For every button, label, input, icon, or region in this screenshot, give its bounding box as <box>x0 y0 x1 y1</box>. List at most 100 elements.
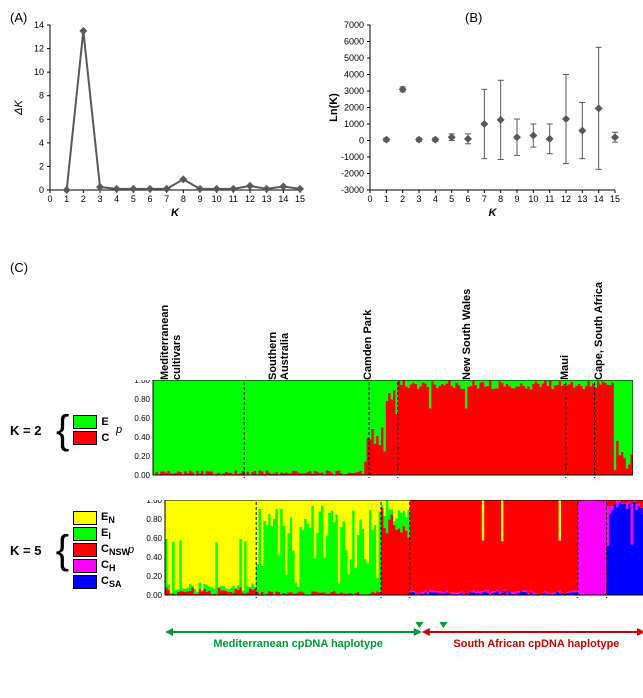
bracket-icon: { <box>56 530 69 570</box>
color-swatch <box>73 543 97 557</box>
p-axis-label: p <box>128 544 134 556</box>
svg-text:11: 11 <box>229 194 238 204</box>
svg-text:15: 15 <box>610 194 620 204</box>
region-labels: Mediterraneancultivars SouthernAustralia C… <box>140 280 633 380</box>
svg-text:0: 0 <box>39 185 44 195</box>
panel-a-label: (A) <box>10 10 27 25</box>
svg-text:-1000: -1000 <box>341 152 364 162</box>
svg-text:K: K <box>171 207 180 219</box>
svg-text:9: 9 <box>514 194 519 204</box>
panel-a-chart: 012345678910111213141502468101214KΔK <box>10 10 310 220</box>
color-swatch <box>73 415 97 429</box>
legend-item: CNSW <box>73 543 130 557</box>
svg-text:3: 3 <box>416 194 421 204</box>
svg-text:8: 8 <box>181 194 186 204</box>
legend-label: C <box>101 432 109 444</box>
k2-legend: EC <box>73 415 109 445</box>
svg-text:13: 13 <box>262 194 272 204</box>
svg-text:6: 6 <box>465 194 470 204</box>
svg-text:5: 5 <box>449 194 454 204</box>
panel-b-chart: 0123456789101112131415-3000-2000-1000010… <box>325 10 625 220</box>
svg-text:7: 7 <box>482 194 487 204</box>
svg-text:0: 0 <box>359 136 364 146</box>
k2-row: K = 2 { EC p 0.000.200.400.600.801.00 <box>10 380 633 480</box>
k2-label: K = 2 <box>10 423 60 438</box>
legend-label: E <box>101 416 108 428</box>
svg-text:6000: 6000 <box>344 37 364 47</box>
svg-text:13: 13 <box>577 194 587 204</box>
svg-text:0.60: 0.60 <box>134 414 150 423</box>
legend-label: CNSW <box>101 543 130 557</box>
region-label: Maui <box>559 355 571 380</box>
svg-text:-3000: -3000 <box>341 185 364 195</box>
k5-row: K = 5 { ENEICNSWCHCSA p 0.000.200.400.60… <box>10 500 633 600</box>
svg-text:1.00: 1.00 <box>146 500 162 505</box>
svg-text:Ln(K): Ln(K) <box>328 93 340 122</box>
color-swatch <box>73 511 97 525</box>
svg-text:4: 4 <box>114 194 119 204</box>
panel-c: (C) MediterraneancultivarsSouthernAustra… <box>10 260 633 660</box>
svg-text:2: 2 <box>39 161 44 171</box>
color-swatch <box>73 559 97 573</box>
svg-text:12: 12 <box>245 194 255 204</box>
legend-item: CSA <box>73 575 130 589</box>
region-label: Mediterraneancultivars <box>159 305 183 380</box>
region-label: Cape, South Africa <box>593 282 605 380</box>
legend-item: EN <box>73 511 130 525</box>
svg-text:6: 6 <box>147 194 152 204</box>
svg-text:*: * <box>417 620 423 623</box>
svg-text:12: 12 <box>34 44 44 54</box>
color-swatch <box>73 431 97 445</box>
svg-text:14: 14 <box>278 194 288 204</box>
color-swatch <box>73 575 97 589</box>
svg-text:0.60: 0.60 <box>146 534 162 543</box>
p-axis-label: p <box>116 424 122 436</box>
svg-text:8: 8 <box>39 91 44 101</box>
top-panels: (A) 012345678910111213141502468101214KΔK… <box>10 10 633 220</box>
svg-text:6: 6 <box>39 114 44 124</box>
legend-label: CSA <box>101 575 121 589</box>
haplotype-arrows: **Mediterranean cpDNA haplotypeSouth Afr… <box>140 620 633 660</box>
svg-text:12: 12 <box>561 194 571 204</box>
svg-text:0.40: 0.40 <box>146 553 162 562</box>
legend-item: CH <box>73 559 130 573</box>
k5-structure-chart: 0.00 0.20 0.40 0.60 0.80 1.00 <box>140 500 643 600</box>
svg-text:5000: 5000 <box>344 53 364 63</box>
svg-text:1: 1 <box>384 194 389 204</box>
legend-label: EI <box>101 527 111 541</box>
legend-label: EN <box>101 511 115 525</box>
svg-text:5: 5 <box>131 194 136 204</box>
svg-text:ΔK: ΔK <box>13 99 25 115</box>
svg-text:11: 11 <box>545 194 554 204</box>
panel-a: (A) 012345678910111213141502468101214KΔK <box>10 10 310 220</box>
svg-text:0.00: 0.00 <box>134 471 150 480</box>
legend-item: EI <box>73 527 130 541</box>
svg-text:0: 0 <box>47 194 52 204</box>
svg-text:3: 3 <box>97 194 102 204</box>
svg-text:10: 10 <box>212 194 222 204</box>
haplotype-label: South African cpDNA haplotype <box>453 638 619 650</box>
svg-text:1000: 1000 <box>344 119 364 129</box>
color-swatch <box>73 527 97 541</box>
svg-text:7: 7 <box>164 194 169 204</box>
svg-text:0.00: 0.00 <box>146 591 162 600</box>
svg-text:2000: 2000 <box>344 103 364 113</box>
svg-text:7000: 7000 <box>344 20 364 30</box>
svg-text:14: 14 <box>594 194 604 204</box>
svg-text:1: 1 <box>64 194 69 204</box>
svg-text:15: 15 <box>295 194 305 204</box>
svg-text:2: 2 <box>400 194 405 204</box>
region-label: SouthernAustralia <box>267 332 291 380</box>
haplotype-label: Mediterranean cpDNA haplotype <box>213 638 383 650</box>
svg-text:3000: 3000 <box>344 86 364 96</box>
bracket-icon: { <box>56 410 69 450</box>
svg-text:9: 9 <box>197 194 202 204</box>
svg-text:10: 10 <box>34 67 44 77</box>
svg-text:0.20: 0.20 <box>146 572 162 581</box>
svg-text:0.80: 0.80 <box>146 515 162 524</box>
svg-text:8: 8 <box>498 194 503 204</box>
panel-b-label: (B) <box>465 10 482 25</box>
region-label: Camden Park <box>362 310 374 380</box>
svg-text:K: K <box>489 207 498 219</box>
k5-plot: p 0.000.200.400.600.801.00 <box>140 500 643 600</box>
